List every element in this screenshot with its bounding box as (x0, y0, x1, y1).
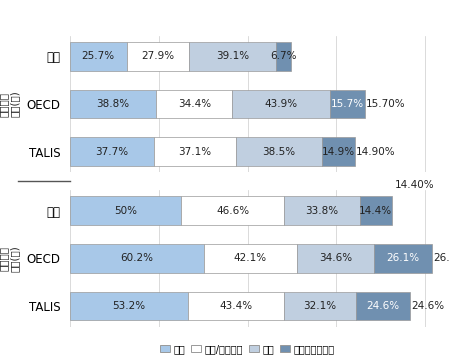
Text: 34.6%: 34.6% (319, 253, 352, 264)
Bar (330, 90, 365, 118)
Text: 6.7%: 6.7% (270, 51, 297, 61)
Bar (70, 196, 181, 225)
Text: 14.9%: 14.9% (322, 147, 355, 157)
Text: 32.1%: 32.1% (304, 301, 337, 311)
Text: 26.10%: 26.10% (433, 253, 450, 264)
Text: 24.6%: 24.6% (367, 301, 400, 311)
Bar (360, 196, 392, 225)
Text: 38.8%: 38.8% (96, 99, 130, 109)
Bar (284, 196, 360, 225)
Text: 15.70%: 15.70% (366, 99, 405, 109)
Bar (276, 42, 291, 71)
Bar (189, 42, 276, 71)
Text: 46.6%: 46.6% (216, 206, 249, 216)
Text: 25.7%: 25.7% (82, 51, 115, 61)
Text: 43.9%: 43.9% (265, 99, 298, 109)
Text: 33.8%: 33.8% (306, 206, 338, 216)
Text: 42.1%: 42.1% (234, 253, 267, 264)
Text: 27.9%: 27.9% (141, 51, 175, 61)
Bar (188, 292, 284, 321)
Bar (356, 292, 410, 321)
Bar (374, 244, 432, 273)
Text: 43.4%: 43.4% (220, 301, 253, 311)
Text: 24.6%: 24.6% (412, 301, 445, 311)
Text: 39.1%: 39.1% (216, 51, 249, 61)
Text: 37.1%: 37.1% (178, 147, 212, 157)
Bar (70, 292, 188, 321)
Bar (322, 137, 355, 166)
Bar (70, 137, 153, 166)
Text: 교육과정
수립(내): 교육과정 수립(내) (0, 245, 20, 272)
Bar (203, 244, 297, 273)
Bar (236, 137, 322, 166)
Text: 26.1%: 26.1% (387, 253, 419, 264)
Text: 14.90%: 14.90% (356, 147, 396, 157)
Bar (284, 292, 356, 321)
Bar (70, 244, 203, 273)
Text: 37.7%: 37.7% (95, 147, 128, 157)
Text: 53.2%: 53.2% (112, 301, 145, 311)
Bar (153, 137, 236, 166)
Bar (233, 90, 330, 118)
Bar (127, 42, 189, 71)
Text: 60.2%: 60.2% (120, 253, 153, 264)
Text: 14.4%: 14.4% (359, 206, 392, 216)
Text: 15.7%: 15.7% (331, 99, 364, 109)
Bar (181, 196, 284, 225)
Bar (70, 90, 156, 118)
Text: 수업내용
결정(내): 수업내용 결정(내) (0, 91, 20, 117)
Bar (297, 244, 374, 273)
Bar (156, 90, 233, 118)
Text: 38.5%: 38.5% (262, 147, 295, 157)
Text: 50%: 50% (114, 206, 137, 216)
Text: 14.40%: 14.40% (395, 180, 434, 190)
Legend: 교장, 교감/부장궐사, 교사, 학교운영위원회: 교장, 교감/부장궐사, 교사, 학교운영위원회 (156, 340, 339, 358)
Text: 34.4%: 34.4% (178, 99, 211, 109)
Bar (70, 42, 127, 71)
